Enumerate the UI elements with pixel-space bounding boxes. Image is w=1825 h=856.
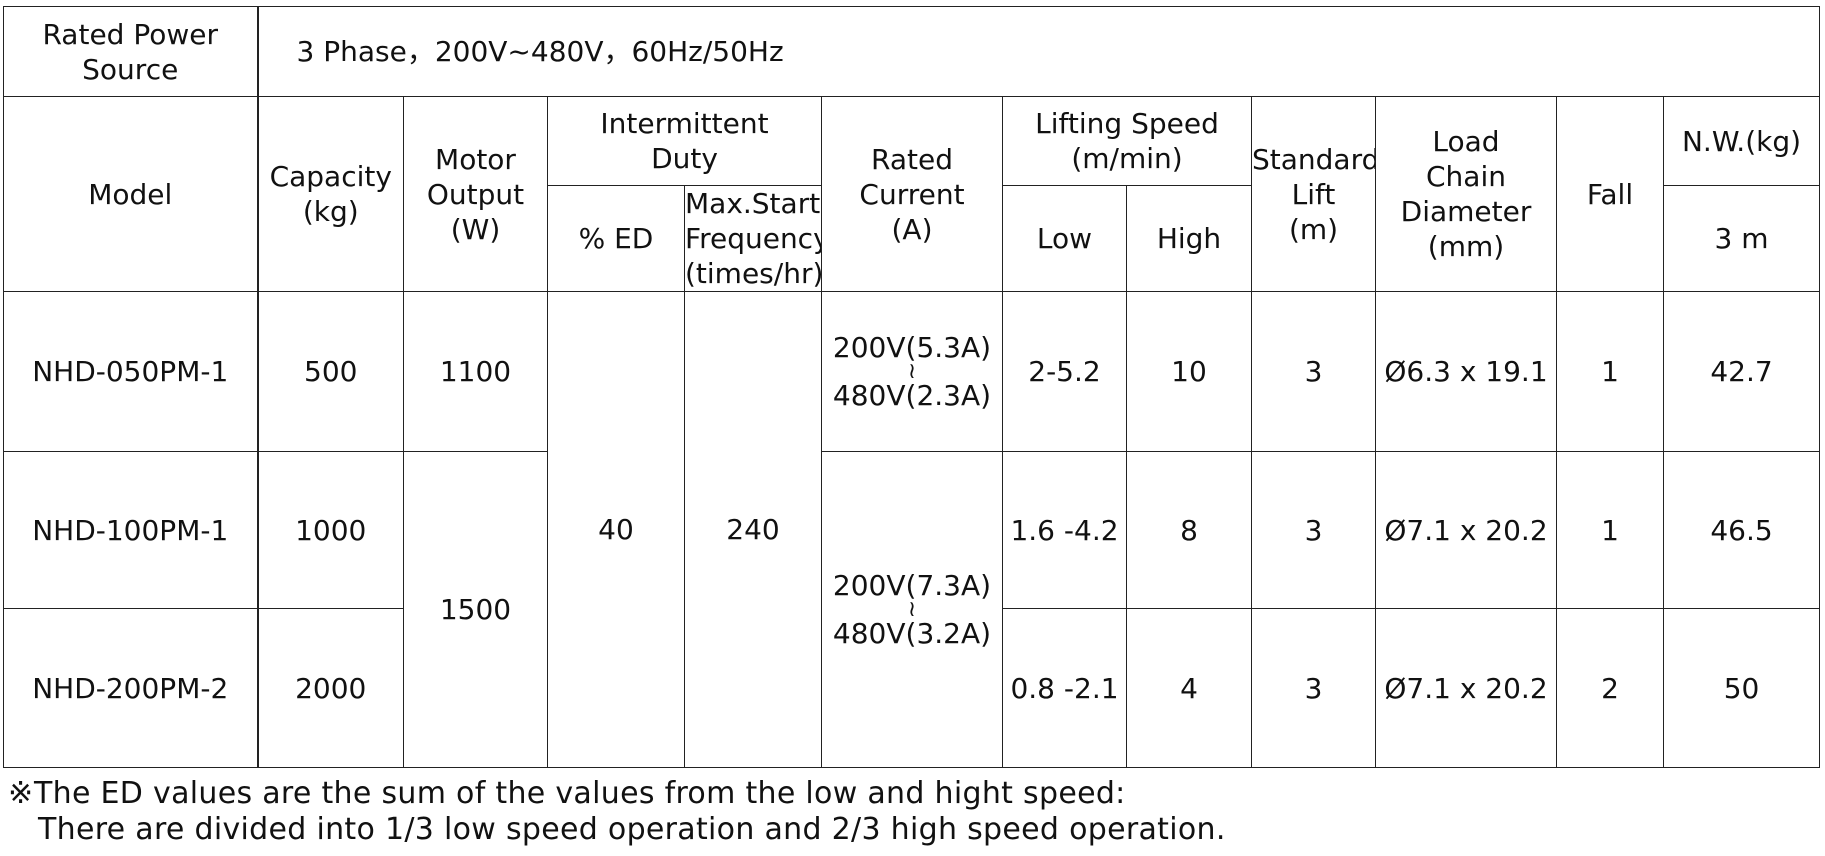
- power-source-row: Rated Power Source 3 Phase，200V~480V，60H…: [3, 6, 1821, 97]
- header-speed-line1: Lifting Speed: [1035, 107, 1219, 140]
- header-chain-line1: Load: [1432, 125, 1500, 158]
- header-capacity: Capacity (kg): [257, 96, 404, 292]
- header-row-2: % ED Max.Starting Frequency (times/hr) L…: [4, 185, 1821, 292]
- current-cell: 200V(7.3A) ≀ 480V(3.2A): [821, 451, 1003, 768]
- capacity-cell: 2000: [257, 608, 404, 768]
- header-max-line1: Max.Starting: [685, 187, 821, 220]
- spec-table: Rated Power Source 3 Phase，200V~480V，60H…: [3, 6, 1821, 768]
- lift-cell: 3: [1251, 608, 1376, 768]
- header-lift-line3: (m): [1288, 212, 1339, 246]
- low-speed-cell: 1.6 -4.2: [1002, 451, 1127, 609]
- lift-cell: 3: [1251, 451, 1376, 609]
- header-chain-line4: (mm): [1427, 230, 1505, 263]
- header-nw: N.W.(kg): [1662, 96, 1821, 186]
- table-row: NHD-200PM-2 2000 0.8 -2.1 4 3 Ø7.1 x 20.…: [3, 608, 1821, 768]
- high-speed-cell: 8: [1126, 451, 1252, 609]
- fall-cell: 2: [1556, 608, 1664, 768]
- power-source-label: Rated Power Source: [3, 6, 259, 97]
- header-duty-line2: Duty: [651, 142, 718, 175]
- header-load-chain: Load Chain Diameter (mm): [1375, 96, 1557, 292]
- current-line2: 480V(2.3A): [832, 379, 992, 413]
- header-speed-line2: (m/min): [1071, 142, 1183, 175]
- header-motor-line3: (W): [450, 212, 501, 246]
- header-capacity-line1: Capacity: [269, 160, 392, 193]
- header-rated-current: Rated Current (A): [821, 96, 1003, 292]
- table-row: NHD-100PM-1 1000 1500 200V(7.3A) ≀ 480V(…: [3, 451, 1821, 768]
- header-current-line2: Current: [859, 177, 965, 211]
- current-cell: 200V(5.3A) ≀ 480V(2.3A): [821, 291, 1003, 452]
- reference-mark-icon: ※: [8, 776, 34, 811]
- header-duty-line1: Intermittent: [600, 107, 769, 140]
- model-cell: NHD-100PM-1: [3, 451, 259, 609]
- high-speed-cell: 10: [1126, 291, 1252, 452]
- header-chain-line3: Diameter: [1400, 195, 1532, 228]
- header-nw-sub: 3 m: [1662, 185, 1821, 292]
- header-high: High: [1126, 185, 1252, 292]
- motor-cell: 1500: [403, 451, 548, 768]
- capacity-cell: 500: [257, 291, 404, 452]
- header-lift-line2: Lift: [1291, 177, 1336, 211]
- high-speed-cell: 4: [1126, 608, 1252, 768]
- current-line2: 480V(3.2A): [832, 617, 992, 651]
- capacity-cell: 1000: [257, 451, 404, 609]
- header-lift-line1: Standard: [1252, 142, 1376, 176]
- header-row-1: Model Capacity (kg) Motor Output (W) Int…: [3, 96, 1821, 292]
- current-line1: 200V(7.3A): [832, 568, 992, 602]
- low-speed-cell: 2-5.2: [1002, 291, 1127, 452]
- header-capacity-line2: (kg): [302, 195, 359, 228]
- header-model: Model: [3, 96, 259, 292]
- header-ed: % ED: [547, 185, 685, 292]
- model-cell: NHD-200PM-2: [3, 608, 259, 768]
- motor-cell: 1100: [403, 291, 548, 452]
- ed-cell: 40: [547, 291, 685, 768]
- chain-cell: Ø7.1 x 20.2: [1375, 608, 1557, 768]
- max-starting-cell: 240: [684, 291, 822, 768]
- power-source-value: 3 Phase，200V~480V，60Hz/50Hz: [256, 6, 1821, 97]
- fall-cell: 1: [1556, 291, 1664, 452]
- low-speed-cell: 0.8 -2.1: [1002, 608, 1127, 768]
- current-line1: 200V(5.3A): [832, 330, 992, 364]
- nw-cell: 50: [1662, 608, 1821, 768]
- tilde-icon: ≀: [907, 596, 917, 622]
- header-lifting-speed: Lifting Speed (m/min): [1002, 96, 1252, 186]
- header-current-line3: (A): [891, 212, 933, 246]
- header-motor-output: Motor Output (W): [403, 96, 548, 292]
- chain-cell: Ø6.3 x 19.1: [1375, 291, 1557, 452]
- chain-cell: Ø7.1 x 20.2: [1375, 451, 1557, 609]
- header-motor-line1: Motor: [435, 142, 516, 176]
- header-fall: Fall: [1556, 96, 1664, 292]
- header-low: Low: [1002, 185, 1127, 292]
- footnote-line2: There are divided into 1/3 low speed ope…: [38, 812, 1226, 847]
- nw-cell: 46.5: [1662, 451, 1821, 609]
- nw-cell: 42.7: [1662, 291, 1821, 452]
- header-max-line3: (times/hr): [685, 257, 822, 290]
- lift-cell: 3: [1251, 291, 1376, 452]
- power-source-label-line2: Source: [82, 52, 179, 86]
- header-intermittent-duty: Intermittent Duty: [547, 96, 822, 186]
- footnote-text1: The ED values are the sum of the values …: [34, 776, 1126, 811]
- header-chain-line2: Chain: [1426, 160, 1506, 193]
- fall-cell: 1: [1556, 451, 1664, 609]
- power-source-label-line1: Rated Power: [42, 17, 219, 51]
- header-max-line2: Frequency: [685, 222, 822, 255]
- table-row: NHD-050PM-1 500 1100 40 240 200V(5.3A) ≀…: [3, 291, 1821, 768]
- header-max-starting: Max.Starting Frequency (times/hr): [684, 185, 822, 292]
- header-standard-lift: Standard Lift (m): [1251, 96, 1376, 292]
- tilde-icon: ≀: [907, 358, 917, 384]
- model-cell: NHD-050PM-1: [3, 291, 259, 452]
- header-current-line1: Rated: [871, 142, 953, 176]
- footnote: ※The ED values are the sum of the values…: [8, 776, 1226, 848]
- header-motor-line2: Output: [426, 177, 525, 211]
- footnote-line1: ※The ED values are the sum of the values…: [8, 776, 1226, 812]
